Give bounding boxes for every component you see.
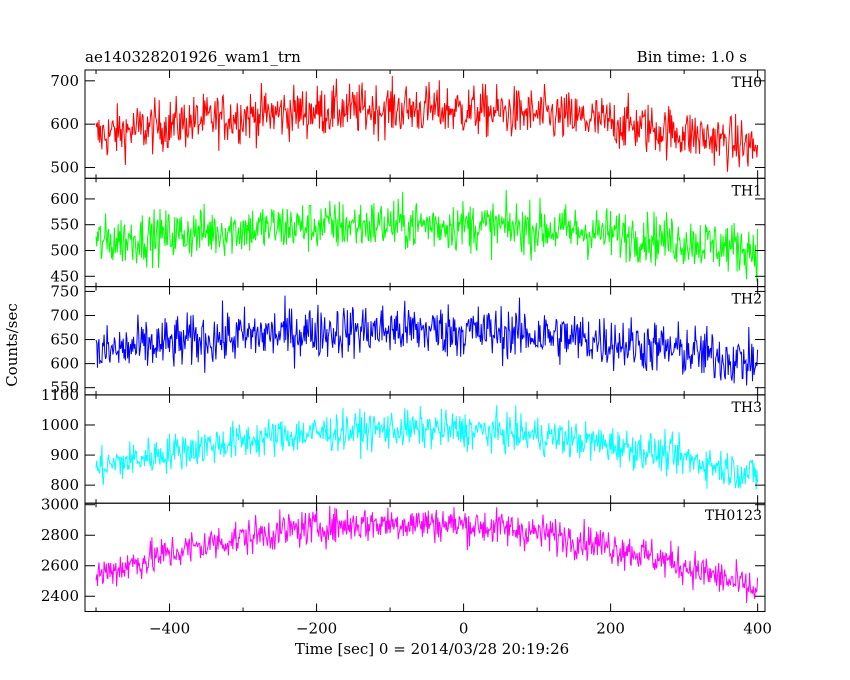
y-axis-label: Counts/sec	[3, 303, 21, 387]
series-label-th0: TH0	[732, 75, 762, 91]
x-tick-label: 0	[459, 620, 469, 638]
plot-title: ae140328201926_wam1_trn	[85, 48, 301, 66]
y-tick-label: 800	[50, 476, 79, 494]
y-tick-label: 500	[50, 242, 79, 260]
x-tick-label: 200	[596, 620, 625, 638]
panel-th0: 500 600 700 TH0	[50, 69, 766, 179]
series-line-th3	[95, 405, 759, 490]
panel-th0123: 2400 2600 2800 3000 TH0123 −400 −200 0 200 400	[41, 496, 772, 638]
x-tick-label: −400	[149, 620, 190, 638]
y-tick-label: 2400	[41, 587, 79, 605]
series-line-th1	[95, 189, 759, 282]
series-label-th0123: TH0123	[705, 508, 762, 524]
y-tick-label: 2600	[41, 557, 79, 575]
y-tick-label: 3000	[41, 496, 79, 514]
x-tick-label: 400	[743, 620, 772, 638]
bin-time-label: Bin time: 1.0 s	[637, 48, 747, 66]
x-tick-label: −200	[296, 620, 337, 638]
series-label-th1: TH1	[732, 183, 762, 199]
y-tick-label: 750	[50, 282, 79, 300]
y-tick-label: 2800	[41, 526, 79, 544]
y-tick-label: 550	[50, 379, 79, 397]
series-label-th3: TH3	[732, 400, 762, 416]
panel-frame	[84, 502, 766, 613]
panels-group: 500 600 700 TH0 450 500 550 600 TH1 550 600 650 700 7…	[41, 69, 772, 638]
series-line-th2	[95, 295, 759, 386]
series-label-th2: TH2	[732, 292, 762, 308]
y-tick-label: 700	[50, 72, 79, 90]
x-axis-label: Time [sec] 0 = 2014/03/28 20:19:26	[295, 640, 569, 658]
series-line-th0	[95, 75, 759, 172]
y-tick-label: 1100	[41, 386, 79, 404]
y-tick-label: 600	[50, 115, 79, 133]
y-tick-label: 450	[50, 267, 79, 285]
series-line-th0123	[95, 505, 759, 604]
y-tick-label: 600	[50, 355, 79, 373]
panel-th3: 800 900 1000 1100 TH3	[41, 386, 766, 504]
y-tick-label: 1000	[41, 416, 79, 434]
y-tick-label: 550	[50, 216, 79, 234]
panel-th1: 450 500 550 600 TH1	[50, 177, 766, 288]
y-tick-label: 650	[50, 331, 79, 349]
y-tick-label: 600	[50, 190, 79, 208]
panel-frame	[84, 177, 766, 288]
y-tick-label: 900	[50, 446, 79, 464]
y-tick-label: 700	[50, 306, 79, 324]
y-tick-label: 500	[50, 158, 79, 176]
panel-th2: 550 600 650 700 750 TH2	[50, 282, 766, 397]
